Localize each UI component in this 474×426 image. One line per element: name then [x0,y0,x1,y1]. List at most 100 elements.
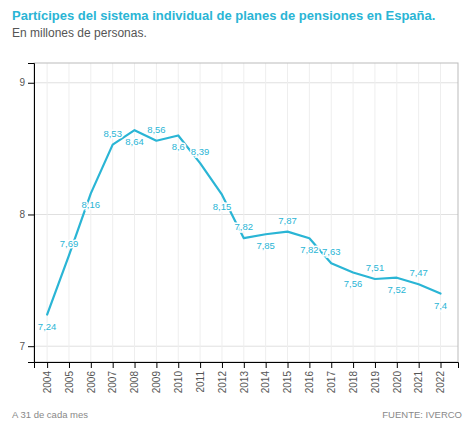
y-tick: 7 [19,341,34,352]
grid-line-x [309,63,310,362]
grid-line-x [221,63,222,362]
x-tick: 2011 [195,362,206,393]
grid-line-x [287,63,288,362]
x-tick-mark [397,362,398,368]
x-tick-label: 2005 [64,371,75,394]
x-tick: 2019 [370,362,381,393]
data-label: 8,15 [213,201,232,212]
grid [34,63,458,362]
x-tick-label: 2014 [260,371,271,394]
x-tick-mark [135,362,136,368]
x-tick-label: 2019 [370,371,381,394]
x-tick-mark [331,362,332,368]
plot-frame [34,63,458,362]
x-tick-mark [353,362,354,368]
x-tick-label: 2022 [435,371,446,394]
x-tick-mark [156,362,157,368]
x-tick: 2004 [42,362,53,393]
grid-line-x [134,63,135,362]
x-tick: 2007 [107,362,118,393]
x-tick: 2005 [64,362,75,393]
x-tick-label: 2008 [129,371,140,394]
y-axis-line [28,64,35,363]
x-tick-label: 2018 [348,371,359,394]
plot-area: 2004 2005 2006 2007 2008 2009 2010 2011 2012 2013… [19,63,458,393]
x-tick-label: 2007 [107,371,118,394]
data-label: 7,85 [256,240,275,251]
x-tick-label: 2012 [217,371,228,394]
data-label: 7,87 [278,215,297,226]
x-tick: 2015 [282,362,293,393]
grid-line-x [331,63,332,362]
x-tick-mark [69,362,70,368]
x-tick: 2017 [326,362,337,393]
data-label: 7,51 [366,262,385,273]
x-tick: 2016 [304,362,315,393]
x-tick: 2008 [129,362,140,393]
y-tick-label: 9 [19,77,25,88]
grid-line-x [374,63,375,362]
grid-line-x [200,63,201,362]
x-tick-mark [178,362,179,368]
data-label: 7,47 [409,267,428,278]
title: Partícipes del sistema individual de pla… [12,8,435,23]
grid-line-x [112,63,113,362]
grid-line-x [68,63,69,362]
x-tick-mark [200,362,201,368]
data-label: 7,56 [344,278,363,289]
data-label: 8,6 [172,141,185,152]
x-axis: 2004 2005 2006 2007 2008 2009 2010 2011 2012 2013… [35,362,459,393]
data-label: 8,64 [125,136,143,147]
line [47,130,440,314]
grid-line-y [34,346,458,347]
x-tick-mark [47,362,48,368]
data-label: 7,69 [60,238,79,249]
grid-line-x [265,63,266,362]
data-label: 8,16 [82,199,101,210]
y-tick-label: 8 [19,209,25,220]
grid-line-x [396,63,397,362]
x-tick-mark [222,362,223,368]
data-label: 7,24 [38,321,57,332]
x-tick-mark [375,362,376,368]
grid-line-x [440,63,441,362]
x-tick-label: 2021 [413,371,424,394]
grid-line-x [156,63,157,362]
x-tick-mark [91,362,92,368]
x-tick: 2018 [348,362,359,393]
x-tick: 2012 [217,362,228,393]
y-tick-label: 7 [19,341,25,352]
x-tick: 2009 [151,362,162,393]
y-tick-mark [28,346,34,347]
grid-line-x [90,63,91,362]
grid-line-y [34,214,458,215]
x-tick-mark [113,362,114,368]
x-tick: 2020 [392,362,403,393]
x-tick-label: 2006 [86,371,97,394]
data-label: 7,82 [235,221,254,232]
annotation: FUENTE: IVERCO [382,409,462,420]
x-tick-label: 2010 [173,371,184,394]
x-tick-label: 2020 [392,371,403,394]
annotation: A 31 de cada mes [12,409,88,420]
x-tick-mark [441,362,442,368]
x-tick: 2014 [260,362,271,393]
grid-line-x [178,63,179,362]
x-tick: 2021 [413,362,424,393]
data-label: 8,53 [103,128,122,139]
x-tick-mark [309,362,310,368]
data-label: 7,82 [300,244,319,255]
subtitle: En millones de personas. [12,26,147,40]
data-label: 7,52 [388,284,407,295]
grid-line-x [418,63,419,362]
grid-line-x [353,63,354,362]
x-tick-label: 2004 [42,371,53,394]
x-tick-mark [266,362,267,368]
x-tick-label: 2013 [239,371,250,394]
x-tick: 2022 [435,362,446,393]
x-tick-mark [244,362,245,368]
x-tick-mark [288,362,289,368]
x-axis-line [35,363,459,369]
x-tick: 2013 [239,362,250,393]
y-tick-mark [28,83,34,84]
